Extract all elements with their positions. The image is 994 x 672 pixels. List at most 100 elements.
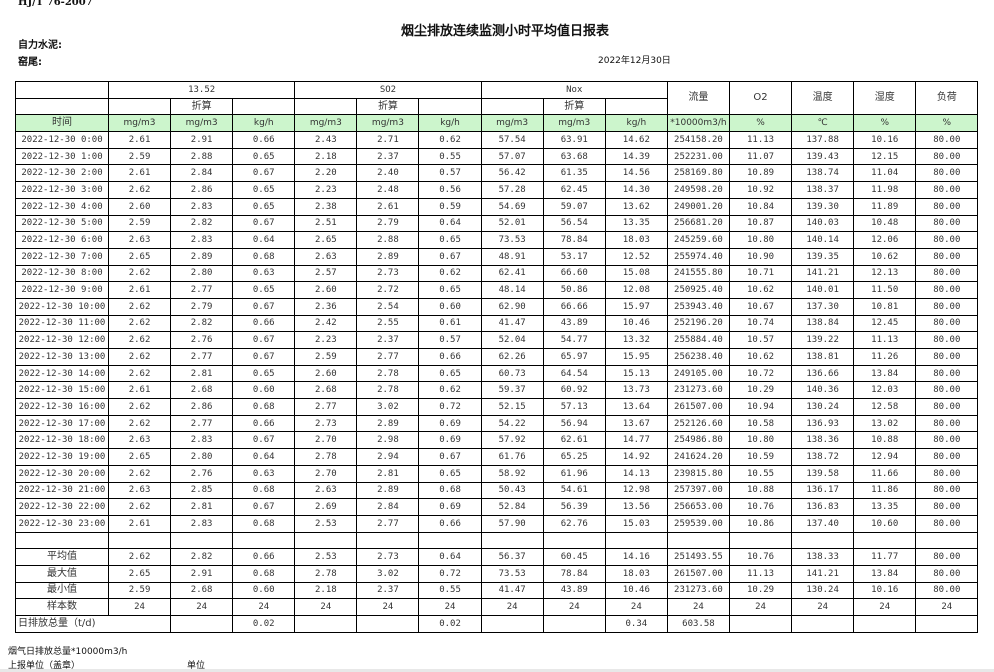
hourly-report-table: 13.52 SO2 Nox 流量 O2 温度 湿度 负荷 折算 折算 折算 时间… xyxy=(14,80,979,633)
summary-value: 10.76 xyxy=(728,548,793,566)
value-cell: 80.00 xyxy=(915,431,979,450)
value-cell: 137.30 xyxy=(791,297,855,316)
summary-value: 24 xyxy=(232,598,296,616)
value-cell: 52.04 xyxy=(480,331,544,349)
value-cell: 2.70 xyxy=(294,464,358,483)
value-cell: 0.67 xyxy=(232,431,296,450)
value-cell: 62.26 xyxy=(480,348,544,366)
value-cell: 0.68 xyxy=(232,514,296,533)
value-cell: 13.32 xyxy=(604,331,668,349)
value-cell: 140.14 xyxy=(791,231,855,249)
value-cell: 10.62 xyxy=(853,247,917,266)
value-cell: 11.13 xyxy=(728,131,793,149)
horizontal-scrollbar[interactable] xyxy=(0,669,994,672)
value-cell: 2.98 xyxy=(356,431,420,450)
value-cell: 14.30 xyxy=(604,181,668,199)
value-cell: 64.54 xyxy=(542,364,606,383)
value-cell: 0.67 xyxy=(418,448,482,466)
value-cell: 0.66 xyxy=(232,314,296,333)
time-cell: 2022-12-30 22:00 xyxy=(15,498,109,516)
time-cell: 2022-12-30 14:00 xyxy=(15,364,109,383)
value-cell: 10.72 xyxy=(728,364,793,383)
unit-cell: 时间 xyxy=(15,114,109,133)
value-cell: 10.16 xyxy=(853,131,917,149)
summary-value: 56.37 xyxy=(480,548,544,566)
time-cell: 2022-12-30 17:00 xyxy=(15,414,109,433)
value-cell: 2.53 xyxy=(294,514,358,533)
value-cell: 2.37 xyxy=(356,147,420,166)
time-cell: 2022-12-30 16:00 xyxy=(15,398,109,416)
value-cell: 139.58 xyxy=(791,464,855,483)
value-cell: 0.67 xyxy=(232,331,296,349)
summary-row: 最大值 2.65 2.91 0.68 2.78 3.02 0.72 73.53 78.84 18.… xyxy=(15,564,979,583)
value-cell: 15.95 xyxy=(604,348,668,366)
daily-total-value xyxy=(480,615,544,633)
value-cell: 2.81 xyxy=(170,498,234,516)
summary-value: 138.33 xyxy=(791,548,855,566)
value-cell: 0.56 xyxy=(418,181,482,199)
summary-value: 24 xyxy=(853,598,917,616)
table-row: 2022-12-30 9:00 2.61 2.77 0.65 2.60 2.72 0.65 4… xyxy=(15,281,979,299)
value-cell: 80.00 xyxy=(915,364,979,383)
time-cell: 2022-12-30 0:00 xyxy=(15,131,109,149)
time-cell: 2022-12-30 8:00 xyxy=(15,264,109,283)
value-cell: 0.69 xyxy=(418,414,482,433)
value-cell: 56.42 xyxy=(480,164,544,183)
value-cell: 130.24 xyxy=(791,398,855,416)
value-cell: 54.61 xyxy=(542,481,606,500)
daily-total-value xyxy=(356,615,420,633)
value-cell: 2.79 xyxy=(170,297,234,316)
value-cell: 63.68 xyxy=(542,147,606,166)
blank-row xyxy=(15,531,979,550)
value-cell: 2.57 xyxy=(294,264,358,283)
value-cell: 2.23 xyxy=(294,181,358,199)
time-cell: 2022-12-30 7:00 xyxy=(15,247,109,266)
summary-value: 0.72 xyxy=(418,564,482,583)
value-cell: 10.59 xyxy=(728,448,793,466)
summary-value: 2.73 xyxy=(356,548,420,566)
value-cell: 138.37 xyxy=(791,181,855,199)
value-cell: 0.67 xyxy=(232,348,296,366)
value-cell: 80.00 xyxy=(915,348,979,366)
value-cell: 10.88 xyxy=(728,481,793,500)
value-cell: 2.48 xyxy=(356,181,420,199)
value-cell: 2.37 xyxy=(356,331,420,349)
value-cell: 0.67 xyxy=(232,214,296,233)
table-row: 2022-12-30 15:00 2.61 2.68 0.60 2.68 2.78 0.62… xyxy=(15,381,979,400)
value-cell: 2.80 xyxy=(170,448,234,466)
header-nox-converted: 折算 xyxy=(542,97,606,116)
table-row: 2022-12-30 22:00 2.62 2.81 0.67 2.69 2.84 0.69… xyxy=(15,498,979,516)
blank-cell xyxy=(666,531,730,550)
value-cell: 2.81 xyxy=(170,364,234,383)
time-cell: 2022-12-30 20:00 xyxy=(15,464,109,483)
value-cell: 2.80 xyxy=(170,264,234,283)
summary-value: 24 xyxy=(604,598,668,616)
blank-cell xyxy=(728,531,793,550)
summary-value: 24 xyxy=(728,598,793,616)
value-cell: 245259.60 xyxy=(666,231,730,249)
value-cell: 256238.40 xyxy=(666,348,730,366)
summary-value: 24 xyxy=(170,598,234,616)
value-cell: 2.83 xyxy=(170,514,234,533)
value-cell: 0.60 xyxy=(232,381,296,400)
summary-value: 24 xyxy=(480,598,544,616)
value-cell: 2.59 xyxy=(107,147,172,166)
value-cell: 0.66 xyxy=(232,131,296,149)
value-cell: 56.39 xyxy=(542,498,606,516)
value-cell: 80.00 xyxy=(915,147,979,166)
value-cell: 259539.00 xyxy=(666,514,730,533)
value-cell: 12.13 xyxy=(853,264,917,283)
summary-value: 2.37 xyxy=(356,581,420,600)
header-blank xyxy=(604,97,668,116)
time-cell: 2022-12-30 19:00 xyxy=(15,448,109,466)
value-cell: 249001.20 xyxy=(666,197,730,216)
value-cell: 58.92 xyxy=(480,464,544,483)
value-cell: 50.43 xyxy=(480,481,544,500)
blank-cell xyxy=(356,531,420,550)
table-row: 2022-12-30 11:00 2.62 2.82 0.66 2.42 2.55 0.61… xyxy=(15,314,979,333)
value-cell: 2.76 xyxy=(170,331,234,349)
value-cell: 2.77 xyxy=(356,514,420,533)
header-load: 负荷 xyxy=(915,80,979,116)
summary-value: 80.00 xyxy=(915,548,979,566)
value-cell: 138.72 xyxy=(791,448,855,466)
